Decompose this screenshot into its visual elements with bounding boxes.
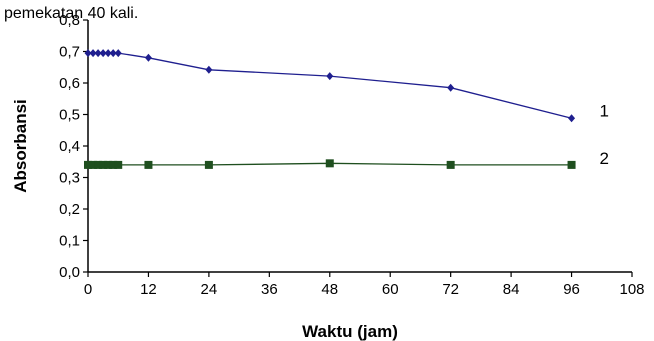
- series-2-point: [325, 159, 334, 168]
- y-tick-label: 0,0: [59, 264, 80, 281]
- series-2-point: [446, 160, 455, 169]
- series-2-point: [567, 160, 576, 169]
- series-2-point: [99, 160, 108, 169]
- series-1-point: [447, 83, 455, 92]
- series-1-point: [114, 49, 122, 58]
- x-tick-label: 24: [201, 281, 218, 298]
- series-2-point: [109, 160, 118, 169]
- series-1-point: [109, 49, 117, 58]
- y-tick-label: 0,2: [59, 201, 80, 218]
- x-tick-label: 108: [619, 281, 644, 298]
- series-1-point: [84, 49, 92, 58]
- series-2-point: [94, 160, 103, 169]
- x-tick-label: 96: [563, 281, 580, 298]
- series-2-point: [84, 160, 92, 169]
- y-tick-label: 0,3: [59, 170, 80, 187]
- series-1-point: [144, 53, 152, 62]
- series-1-point: [326, 72, 334, 81]
- x-axis-title: Waktu (jam): [302, 322, 398, 341]
- x-tick-label: 60: [382, 281, 399, 298]
- series-2-point: [104, 160, 113, 169]
- y-tick-label: 0,7: [59, 44, 80, 61]
- plot-area: 0,00,10,20,30,40,50,60,70,80 12 24 36 48 60 72…: [59, 12, 644, 298]
- x-tick-label: 72: [442, 281, 459, 298]
- series-1-point: [568, 114, 576, 123]
- x-tick-label: 36: [261, 281, 278, 298]
- series-1-line: [88, 52, 572, 119]
- y-axis-title: Absorbansi: [11, 99, 30, 193]
- series-1-point: [104, 49, 112, 58]
- y-tick-label: 0,4: [59, 138, 80, 155]
- x-tick-label: 12: [140, 281, 157, 298]
- y-tick-label: 0,6: [59, 75, 80, 92]
- y-tick-label: 0,5: [59, 107, 80, 124]
- series-2-point: [89, 160, 98, 169]
- series-2-point: [114, 160, 123, 169]
- series-2-point: [204, 160, 213, 169]
- series-1-point: [89, 49, 97, 58]
- series-1-point: [99, 49, 107, 58]
- x-tick-label: 48: [321, 281, 338, 298]
- series-2-point: [144, 160, 153, 169]
- x-tick-label: 84: [503, 281, 520, 298]
- series-2-label: 2: [600, 149, 609, 168]
- series-1-point: [205, 65, 213, 74]
- y-tick-label: 0,8: [59, 12, 80, 29]
- series-1-point: [94, 49, 102, 58]
- x-tick-label: 0: [84, 281, 92, 298]
- series-1-label: 1: [600, 101, 609, 120]
- header-text: pemekatan 40 kali.: [4, 5, 138, 22]
- y-tick-label: 0,1: [59, 233, 80, 250]
